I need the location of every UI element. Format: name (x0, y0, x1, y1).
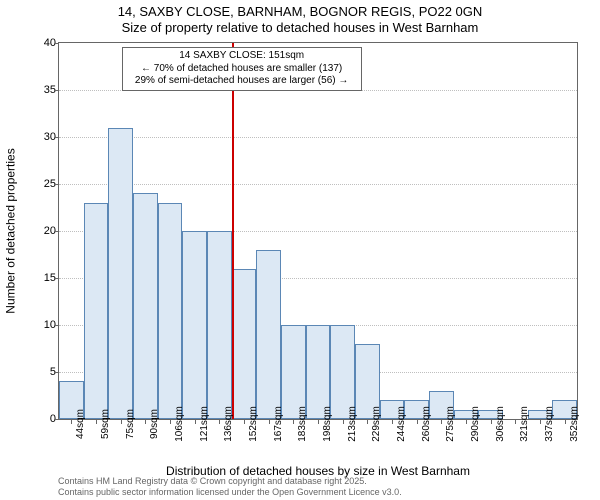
bar (281, 325, 306, 419)
x-tick-mark (293, 420, 294, 424)
bar (84, 203, 109, 419)
chart-container: 14, SAXBY CLOSE, BARNHAM, BOGNOR REGIS, … (0, 0, 600, 500)
x-tick-label: 152sqm (248, 406, 259, 442)
x-tick-mark (515, 420, 516, 424)
x-tick-label: 337sqm (544, 406, 555, 442)
footer-line1: Contains HM Land Registry data © Crown c… (58, 476, 402, 487)
x-tick-label: 229sqm (371, 406, 382, 442)
marker-line (232, 43, 234, 419)
x-tick-mark (392, 420, 393, 424)
x-tick-label: 198sqm (322, 406, 333, 442)
y-tick-label: 30 (36, 131, 56, 143)
y-tick-mark (54, 43, 58, 44)
bar (182, 231, 207, 419)
x-tick-label: 75sqm (125, 409, 136, 439)
x-tick-mark (343, 420, 344, 424)
x-tick-label: 321sqm (519, 406, 530, 442)
y-axis-label: Number of detached properties (4, 42, 18, 420)
y-tick-mark (54, 137, 58, 138)
chart-title-line2: Size of property relative to detached ho… (0, 20, 600, 35)
x-tick-mark (318, 420, 319, 424)
bar (108, 128, 133, 419)
bar (330, 325, 355, 419)
chart-title-line1: 14, SAXBY CLOSE, BARNHAM, BOGNOR REGIS, … (0, 4, 600, 19)
x-tick-mark (269, 420, 270, 424)
x-tick-label: 260sqm (421, 406, 432, 442)
x-tick-label: 213sqm (347, 406, 358, 442)
x-tick-mark (170, 420, 171, 424)
y-tick-label: 40 (36, 37, 56, 49)
annotation-line1: 14 SAXBY CLOSE: 151sqm (127, 50, 357, 63)
x-tick-label: 136sqm (223, 406, 234, 442)
x-tick-mark (565, 420, 566, 424)
bars-layer (59, 43, 577, 419)
x-tick-label: 90sqm (149, 409, 160, 439)
x-tick-label: 183sqm (297, 406, 308, 442)
x-tick-label: 275sqm (445, 406, 456, 442)
y-tick-label: 25 (36, 178, 56, 190)
bar (232, 269, 257, 419)
x-tick-mark (491, 420, 492, 424)
x-tick-mark (145, 420, 146, 424)
x-tick-label: 44sqm (75, 409, 86, 439)
x-tick-label: 167sqm (273, 406, 284, 442)
x-tick-mark (96, 420, 97, 424)
bar (256, 250, 281, 419)
x-tick-label: 352sqm (569, 406, 580, 442)
x-tick-mark (441, 420, 442, 424)
y-tick-label: 35 (36, 84, 56, 96)
x-tick-label: 306sqm (495, 406, 506, 442)
x-tick-label: 106sqm (174, 406, 185, 442)
annotation-line3: 29% of semi-detached houses are larger (… (127, 75, 357, 88)
y-tick-label: 10 (36, 319, 56, 331)
y-tick-label: 20 (36, 225, 56, 237)
footer-line2: Contains public sector information licen… (58, 487, 402, 498)
x-tick-mark (121, 420, 122, 424)
x-tick-mark (195, 420, 196, 424)
y-tick-label: 15 (36, 272, 56, 284)
plot-area: 14 SAXBY CLOSE: 151sqm ← 70% of detached… (58, 42, 578, 420)
x-tick-mark (219, 420, 220, 424)
y-tick-mark (54, 278, 58, 279)
y-tick-mark (54, 231, 58, 232)
footer: Contains HM Land Registry data © Crown c… (58, 476, 402, 498)
y-tick-mark (54, 90, 58, 91)
annotation-box: 14 SAXBY CLOSE: 151sqm ← 70% of detached… (122, 47, 362, 91)
x-tick-label: 244sqm (396, 406, 407, 442)
y-tick-mark (54, 184, 58, 185)
x-tick-label: 59sqm (100, 409, 111, 439)
y-tick-mark (54, 372, 58, 373)
bar (133, 193, 158, 419)
x-tick-mark (244, 420, 245, 424)
x-tick-mark (71, 420, 72, 424)
y-tick-label: 5 (36, 366, 56, 378)
x-tick-label: 290sqm (470, 406, 481, 442)
x-tick-mark (367, 420, 368, 424)
y-tick-mark (54, 419, 58, 420)
annotation-line2: ← 70% of detached houses are smaller (13… (127, 63, 357, 76)
y-tick-label: 0 (36, 413, 56, 425)
x-tick-mark (466, 420, 467, 424)
bar (207, 231, 232, 419)
bar (158, 203, 183, 419)
x-tick-label: 121sqm (199, 406, 210, 442)
x-tick-mark (540, 420, 541, 424)
y-tick-mark (54, 325, 58, 326)
bar (306, 325, 331, 419)
x-tick-mark (417, 420, 418, 424)
